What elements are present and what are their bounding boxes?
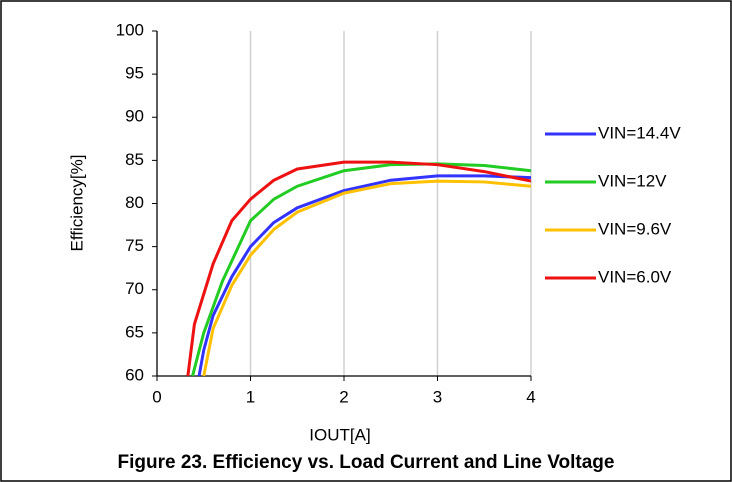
y-tick-label: 70 xyxy=(125,279,144,298)
legend-label: VIN=12V xyxy=(598,171,667,190)
y-tick-label: 80 xyxy=(125,193,144,212)
legend-label: VIN=6.0V xyxy=(598,267,672,286)
x-tick-label: 3 xyxy=(433,387,442,406)
y-tick-label: 100 xyxy=(116,20,144,39)
series-line xyxy=(186,160,531,376)
x-tick-label: 0 xyxy=(152,387,161,406)
series-line xyxy=(191,162,531,376)
y-tick-label: 85 xyxy=(125,150,144,169)
series-line xyxy=(202,179,531,376)
x-tick-label: 2 xyxy=(339,387,348,406)
legend-label: VIN=9.6V xyxy=(598,219,672,238)
x-axis-label: IOUT[A] xyxy=(309,425,370,444)
legend-label: VIN=14.4V xyxy=(598,123,681,142)
y-tick-label: 95 xyxy=(125,64,144,83)
series-line xyxy=(197,174,531,376)
y-tick-label: 75 xyxy=(125,236,144,255)
x-tick-label: 4 xyxy=(526,387,535,406)
x-tick-label: 1 xyxy=(246,387,255,406)
caption: Figure 23. Efficiency vs. Load Current a… xyxy=(118,452,615,473)
y-tick-label: 60 xyxy=(125,365,144,384)
y-tick-label: 65 xyxy=(125,322,144,341)
y-axis-label: Efficiency[%] xyxy=(67,154,86,251)
y-tick-label: 90 xyxy=(125,107,144,126)
